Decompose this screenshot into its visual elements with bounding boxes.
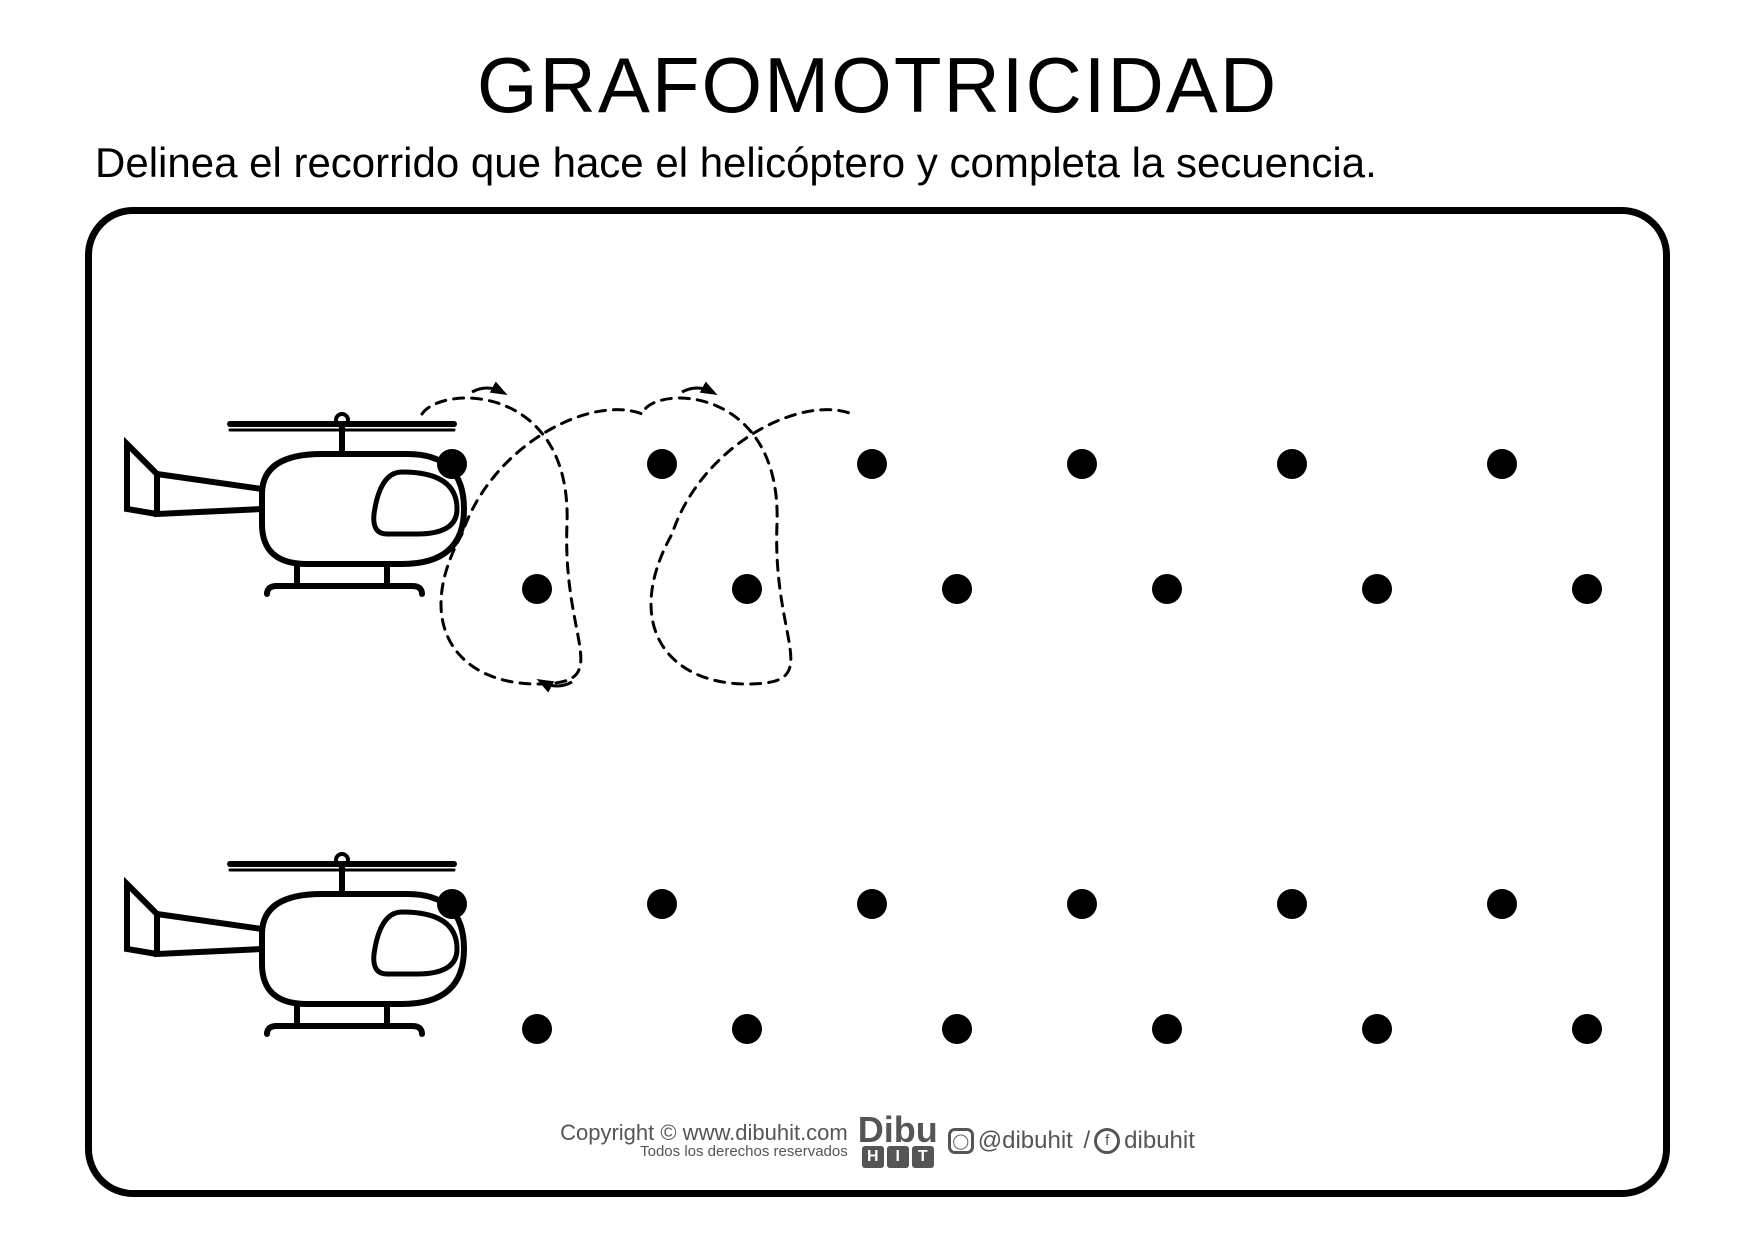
direction-arrow	[472, 388, 502, 392]
guide-dot	[732, 1014, 762, 1044]
guide-dot	[1277, 449, 1307, 479]
guide-dot	[1152, 1014, 1182, 1044]
brand-letter-boxes: HIT	[858, 1146, 938, 1168]
guide-dot	[1362, 574, 1392, 604]
guide-dot	[1572, 1014, 1602, 1044]
guide-dot	[522, 574, 552, 604]
copyright-block: Copyright © www.dibuhit.com Todos los de…	[560, 1121, 848, 1160]
guide-dot	[1152, 574, 1182, 604]
guide-dot	[942, 574, 972, 604]
guide-dot	[437, 889, 467, 919]
activity-canvas	[92, 214, 1663, 1190]
brand-name: Dibu	[858, 1114, 938, 1146]
trace-path	[422, 398, 852, 684]
guide-dot	[1067, 449, 1097, 479]
helicopter-icon	[127, 414, 464, 594]
guide-dot	[1572, 574, 1602, 604]
guide-dot	[857, 889, 887, 919]
social-handles: ◯ @dibuhit / f dibuhit	[948, 1127, 1195, 1155]
brand-logo: Dibu HIT	[858, 1114, 938, 1168]
guide-dot	[1487, 889, 1517, 919]
brand-letter: I	[887, 1146, 909, 1168]
instagram-icon: ◯	[948, 1128, 974, 1154]
guide-dot	[732, 574, 762, 604]
guide-dot	[1067, 889, 1097, 919]
brand-letter: H	[862, 1146, 884, 1168]
direction-arrow	[682, 388, 712, 392]
guide-dot	[1277, 889, 1307, 919]
guide-dot	[857, 449, 887, 479]
facebook-icon: f	[1094, 1128, 1120, 1154]
guide-dot	[1487, 449, 1517, 479]
guide-dot	[942, 1014, 972, 1044]
page-title: GRAFOMOTRICIDAD	[85, 40, 1670, 131]
copyright-line-1: Copyright © www.dibuhit.com	[560, 1121, 848, 1144]
instagram-handle: @dibuhit	[978, 1127, 1073, 1155]
footer: Copyright © www.dibuhit.com Todos los de…	[92, 1114, 1663, 1168]
facebook-handle: dibuhit	[1124, 1127, 1195, 1155]
instruction-text: Delinea el recorrido que hace el helicóp…	[85, 139, 1670, 187]
copyright-line-2: Todos los derechos reservados	[560, 1144, 848, 1160]
brand-letter: T	[912, 1146, 934, 1168]
guide-dot	[647, 889, 677, 919]
guide-dot	[437, 449, 467, 479]
guide-dot	[1362, 1014, 1392, 1044]
helicopter-icon	[127, 854, 464, 1034]
guide-dot	[522, 1014, 552, 1044]
guide-dot	[647, 449, 677, 479]
separator: /	[1077, 1127, 1090, 1155]
worksheet-page: GRAFOMOTRICIDAD Delinea el recorrido que…	[0, 0, 1755, 1241]
activity-panel: Copyright © www.dibuhit.com Todos los de…	[85, 207, 1670, 1197]
